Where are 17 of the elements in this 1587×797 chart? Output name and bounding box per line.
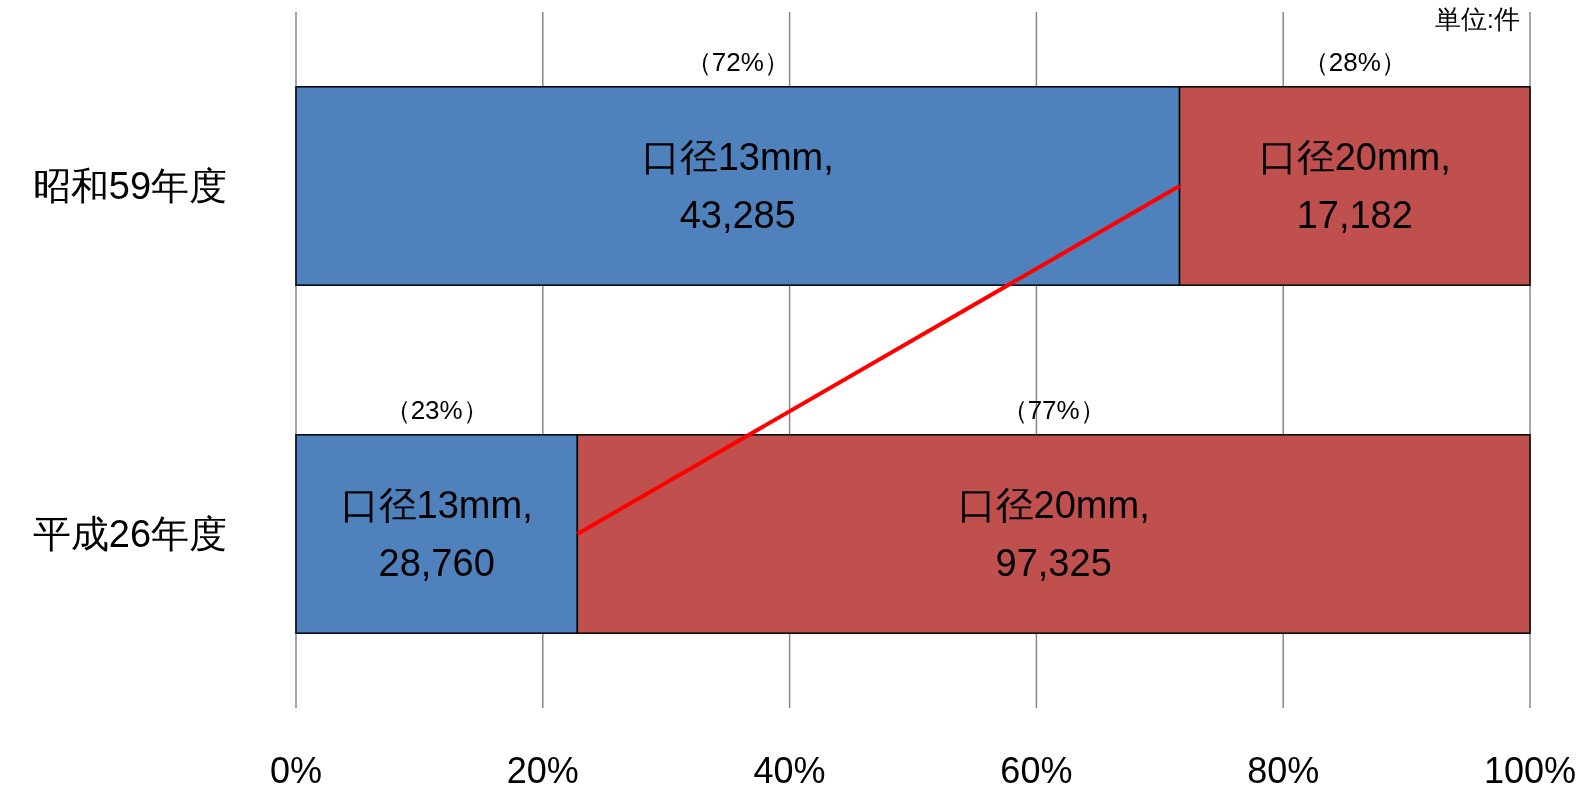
x-tick-label: 60%	[1000, 750, 1073, 791]
x-tick-label: 100%	[1483, 750, 1577, 791]
annotation: 単位:件	[1434, 4, 1520, 34]
x-tick-label: 0%	[269, 750, 323, 791]
x-tick-label: 80%	[1247, 750, 1320, 791]
annotation: （28%）	[1302, 46, 1407, 77]
y-tick-label: 平成26年度	[32, 513, 228, 555]
data-label: 口径13mm, 43,285	[641, 136, 834, 236]
data-label: 口径13mm, 28,760	[340, 484, 533, 584]
data-label: 口径20mm, 17,182	[1258, 136, 1451, 236]
data-label: 口径20mm, 97,325	[957, 484, 1150, 584]
annotation: （77%）	[1001, 394, 1106, 425]
annotation: （72%）	[685, 46, 790, 77]
y-tick-label: 昭和59年度	[32, 165, 228, 207]
annotation: （23%）	[384, 394, 489, 425]
x-tick-label: 20%	[506, 750, 579, 791]
x-tick-label: 40%	[753, 750, 826, 791]
